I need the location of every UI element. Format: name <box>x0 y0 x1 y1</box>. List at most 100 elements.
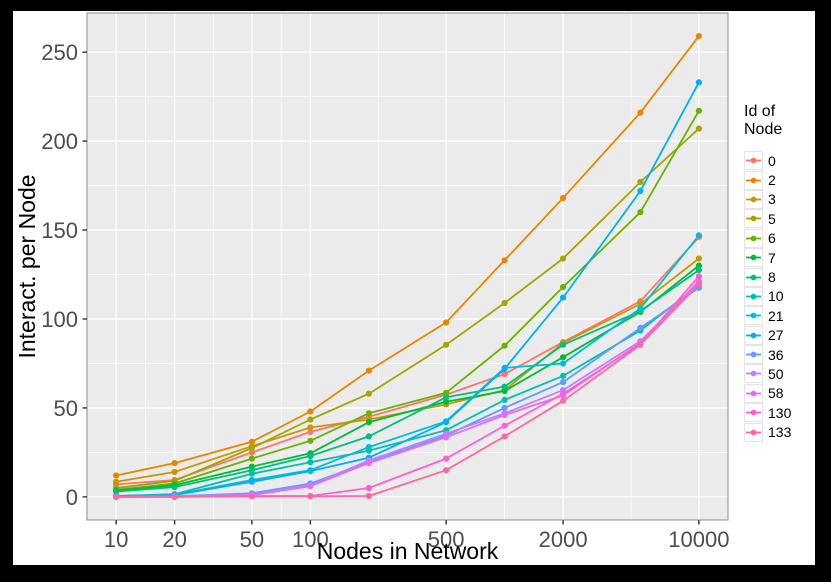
x-tick-label: 100 <box>292 527 329 552</box>
legend-key-glyph <box>746 351 761 358</box>
series-line-5 <box>115 127 700 489</box>
data-point <box>560 294 567 301</box>
legend-key-glyph <box>746 235 761 242</box>
data-point <box>248 493 255 500</box>
legend-item-label: 0 <box>768 152 776 169</box>
legend-item-21: 21 <box>744 306 815 326</box>
legend-key-glyph <box>746 196 761 203</box>
legend-item-label: 7 <box>768 249 776 266</box>
x-tick-label: 20 <box>162 527 186 552</box>
data-point <box>248 478 255 485</box>
legend-key-swatch <box>744 267 763 287</box>
data-point <box>695 267 703 274</box>
legend-item-label: 36 <box>768 346 784 363</box>
legend-key-glyph <box>746 157 761 164</box>
legend-item-7: 7 <box>744 248 815 268</box>
data-point <box>307 483 314 490</box>
data-point <box>560 379 567 386</box>
data-point <box>443 455 450 462</box>
legend-key-swatch <box>744 286 763 306</box>
panel-border <box>86 12 729 521</box>
data-point <box>248 449 255 456</box>
data-point <box>443 341 450 348</box>
x-tick-labels: 10 20 50 100 500 2000 10000 <box>104 527 730 552</box>
data-point <box>307 437 314 444</box>
data-point <box>501 404 508 411</box>
legend-key-glyph <box>746 332 761 339</box>
legend-key-glyph <box>746 177 761 183</box>
legend-key-glyph <box>746 274 761 280</box>
data-point <box>113 478 120 485</box>
data-point <box>501 411 508 419</box>
legend-key-glyph <box>746 215 761 222</box>
data-point <box>695 107 703 114</box>
legend-key-swatch <box>744 325 763 345</box>
data-point <box>695 281 703 288</box>
series-line-7 <box>115 264 700 492</box>
legend-key-swatch <box>744 170 763 190</box>
x-tick-label: 10 <box>104 527 128 552</box>
legend-item-label: 50 <box>768 365 784 382</box>
data-point <box>443 434 450 441</box>
legend: Id of Node 0 2 3 5 6 7 8 10 21 27 36 50 58 130 133 <box>744 103 815 442</box>
data-point <box>443 389 450 396</box>
legend-item-label: 8 <box>768 269 776 286</box>
legend-item-label: 2 <box>768 172 776 189</box>
legend-item-133: 133 <box>744 422 815 442</box>
data-point <box>560 397 567 404</box>
legend-key-glyph <box>746 371 761 377</box>
data-point <box>501 342 508 349</box>
data-point <box>501 365 508 372</box>
data-point <box>365 410 372 417</box>
legend-key-glyph <box>746 312 761 319</box>
data-point <box>443 394 450 401</box>
legend-item-8: 8 <box>744 267 815 287</box>
x-tick-label: 2000 <box>539 527 588 552</box>
legend-item-label: 133 <box>768 424 792 441</box>
legend-item-label: 5 <box>768 210 776 227</box>
data-point <box>443 319 450 326</box>
data-point <box>307 416 314 423</box>
data-point <box>307 468 314 475</box>
data-point <box>248 470 255 477</box>
legend-item-0: 0 <box>744 151 815 171</box>
data-point <box>637 341 644 348</box>
data-point <box>307 424 314 431</box>
data-point <box>560 360 567 367</box>
series-line-21 <box>115 234 700 497</box>
y-tick-label: 200 <box>41 129 78 154</box>
data-point <box>560 341 567 348</box>
legend-key-swatch <box>744 151 763 171</box>
legend-item-2: 2 <box>744 170 815 190</box>
data-point <box>695 232 703 239</box>
series-line-2 <box>115 35 700 477</box>
data-point <box>248 455 255 462</box>
legend-key-swatch <box>744 403 763 423</box>
legend-item-36: 36 <box>744 345 815 365</box>
legend-key-glyph <box>746 293 761 300</box>
data-point <box>501 299 508 307</box>
series-line-27 <box>115 81 700 498</box>
data-point <box>365 419 372 426</box>
data-point <box>560 255 567 262</box>
legend-key-glyph <box>746 409 761 416</box>
legend-item-label: 130 <box>768 404 792 421</box>
x-tick-label: 10000 <box>668 527 729 552</box>
series-points <box>113 33 703 500</box>
data-point <box>248 444 255 452</box>
data-point <box>171 468 178 476</box>
legend-key-glyph <box>746 429 761 436</box>
legend-key-swatch <box>744 248 763 268</box>
legend-item-130: 130 <box>744 403 815 423</box>
data-point <box>307 493 314 500</box>
data-point <box>501 371 508 378</box>
data-point <box>443 467 450 474</box>
data-point <box>695 255 703 262</box>
legend-item-27: 27 <box>744 325 815 345</box>
data-point <box>560 283 567 291</box>
legend-key-glyph <box>746 390 761 397</box>
legend-key-swatch <box>744 228 763 248</box>
panel-background <box>87 13 728 520</box>
data-point <box>637 209 644 216</box>
